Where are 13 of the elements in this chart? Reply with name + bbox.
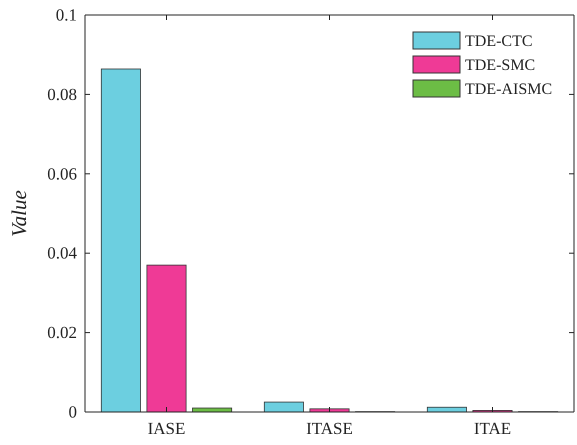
legend-label: TDE-SMC [465, 57, 536, 74]
x-tick-label: IASE [148, 419, 186, 438]
y-tick-label: 0.1 [56, 5, 77, 24]
y-tick-label: 0.06 [47, 164, 77, 184]
y-tick-label: 0.08 [47, 84, 77, 104]
y-tick-label: 0 [68, 402, 77, 422]
legend-label: TDE-CTC [465, 33, 533, 50]
x-tick-label: ITAE [474, 419, 512, 438]
y-tick-label: 0.04 [47, 244, 78, 263]
x-tick-label: ITASE [306, 419, 353, 438]
legend-label: TDE-AISMC [465, 81, 552, 98]
y-axis-title: Value [7, 190, 31, 237]
y-tick-label: 0.02 [47, 323, 77, 342]
